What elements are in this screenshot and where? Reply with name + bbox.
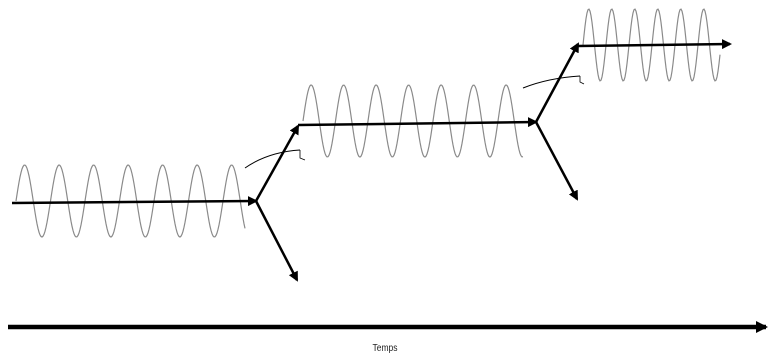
refraction-arrow-1 — [254, 124, 300, 202]
propagation-arrow-3 — [577, 39, 732, 50]
wave-step-edge-1 — [299, 150, 306, 161]
wave-step-edge-2 — [579, 76, 585, 85]
reflection-arrow-2 — [534, 121, 579, 201]
time-axis-label: Temps — [372, 343, 398, 354]
propagation-arrow-1 — [11, 196, 258, 207]
wave-segment-1 — [15, 164, 246, 238]
propagation-arrow-2 — [297, 117, 538, 128]
wave-transition-1 — [244, 149, 301, 169]
reflection-arrow-1 — [254, 200, 299, 282]
refraction-arrow-2 — [534, 42, 580, 123]
wave-transition-2 — [522, 75, 581, 89]
wave-segment-2 — [302, 84, 524, 158]
